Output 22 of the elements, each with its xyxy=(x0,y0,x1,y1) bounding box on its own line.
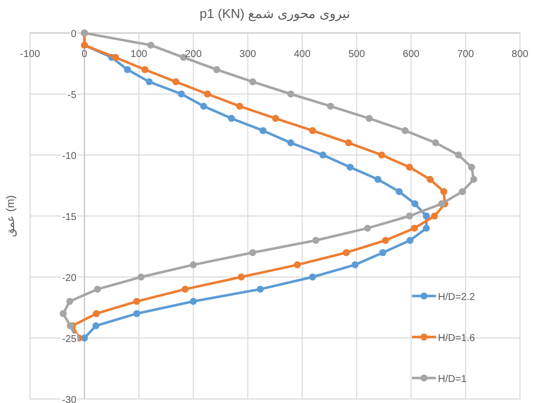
x-tick-label: -100 xyxy=(20,49,40,60)
y-tick-label: -30 xyxy=(62,395,77,403)
y-tick-label: -15 xyxy=(62,212,77,223)
x-tick-label: 700 xyxy=(457,49,474,60)
legend-label: H/D=1 xyxy=(438,374,468,385)
x-tick-label: 100 xyxy=(130,49,148,60)
x-tick-label: 400 xyxy=(294,49,311,60)
x-tick-label: 800 xyxy=(512,49,529,60)
legend-label: H/D=2.2 xyxy=(438,292,476,303)
y-axis-title: عمق (m) xyxy=(5,195,17,237)
y-tick-label: -5 xyxy=(68,90,77,101)
x-tick-label: 200 xyxy=(184,49,202,60)
y-tick-label: -25 xyxy=(62,334,77,345)
x-tick-label: 300 xyxy=(239,49,257,60)
chart-title: نیروی محوری شمع p1 (KN) xyxy=(200,6,350,22)
x-tick-label: 600 xyxy=(402,49,420,60)
x-tick-label: 0 xyxy=(82,49,88,60)
y-tick-label: -20 xyxy=(62,273,77,284)
legend-label: H/D=1.6 xyxy=(438,333,476,344)
y-tick-label: 0 xyxy=(70,29,77,40)
x-tick-label: 500 xyxy=(348,49,366,60)
y-tick-label: -10 xyxy=(62,151,77,162)
